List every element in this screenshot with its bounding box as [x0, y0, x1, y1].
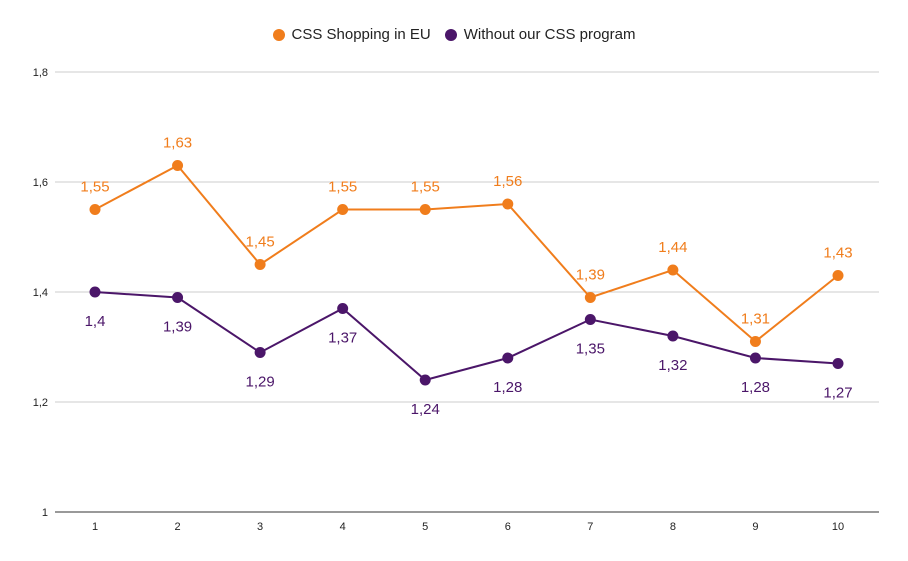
x-tick-label: 9 — [752, 521, 758, 533]
data-label-without-program: 1,24 — [411, 401, 440, 418]
data-point-without-program[interactable] — [337, 303, 349, 314]
data-point-without-program[interactable] — [502, 352, 514, 364]
data-point-css-shopping[interactable] — [89, 204, 101, 215]
data-label-css-shopping: 1,55 — [328, 179, 357, 196]
data-point-css-shopping[interactable] — [172, 160, 184, 171]
data-point-css-shopping[interactable] — [254, 259, 266, 270]
data-label-css-shopping: 1,44 — [658, 239, 687, 256]
series-line-without-program — [94, 291, 839, 382]
legend-label-without-program: Without our CSS program — [463, 26, 636, 43]
x-tick-label: 4 — [340, 521, 346, 533]
x-tick-label: 3 — [257, 521, 263, 533]
data-label-without-program: 1,29 — [246, 374, 275, 391]
data-point-without-program[interactable] — [584, 314, 596, 325]
chart-legend: CSS Shopping in EU Without our CSS progr… — [0, 26, 908, 43]
y-tick-label: 1,2 — [33, 397, 48, 409]
data-label-css-shopping: 1,39 — [576, 267, 605, 284]
data-label-without-program: 1,35 — [576, 341, 605, 358]
data-point-without-program[interactable] — [254, 347, 266, 358]
data-point-without-program[interactable] — [749, 352, 761, 364]
data-point-without-program[interactable] — [832, 358, 844, 369]
y-tick-label: 1,8 — [33, 67, 48, 79]
data-point-without-program[interactable] — [89, 286, 101, 298]
data-point-css-shopping[interactable] — [667, 264, 679, 276]
legend-marker-without-program — [444, 28, 457, 41]
data-label-without-program: 1,27 — [823, 385, 852, 402]
y-tick-label: 1,4 — [33, 287, 48, 299]
data-label-css-shopping: 1,45 — [246, 234, 275, 251]
data-point-css-shopping[interactable] — [419, 204, 431, 215]
y-tick-label: 1,6 — [33, 177, 48, 189]
data-point-without-program[interactable] — [419, 374, 431, 386]
x-tick-label: 8 — [670, 521, 676, 533]
data-point-css-shopping[interactable] — [749, 336, 761, 347]
legend-item-without-program[interactable]: Without our CSS program — [444, 26, 636, 43]
data-label-css-shopping: 1,56 — [493, 173, 522, 190]
legend-label-css-shopping: CSS Shopping in EU — [291, 26, 431, 43]
data-label-without-program: 1,37 — [328, 330, 357, 347]
data-point-css-shopping[interactable] — [502, 198, 514, 210]
data-point-css-shopping[interactable] — [584, 292, 596, 303]
data-label-without-program: 1,28 — [493, 379, 522, 396]
x-tick-label: 2 — [174, 521, 180, 533]
y-tick-label: 1 — [42, 507, 48, 519]
data-label-without-program: 1,4 — [85, 313, 106, 330]
data-label-css-shopping: 1,31 — [741, 311, 770, 328]
data-label-without-program: 1,28 — [741, 379, 770, 396]
x-tick-label: 6 — [505, 521, 511, 533]
data-label-css-shopping: 1,63 — [163, 135, 192, 152]
data-point-css-shopping[interactable] — [337, 204, 349, 215]
legend-marker-css-shopping — [272, 28, 285, 41]
data-point-css-shopping[interactable] — [832, 270, 844, 281]
data-point-without-program[interactable] — [667, 330, 679, 342]
data-label-without-program: 1,32 — [658, 357, 687, 374]
x-tick-label: 10 — [832, 521, 844, 533]
data-label-without-program: 1,39 — [163, 319, 192, 336]
data-label-css-shopping: 1,55 — [80, 179, 109, 196]
x-tick-label: 1 — [92, 521, 98, 533]
data-point-without-program[interactable] — [172, 292, 184, 303]
series-line-css-shopping — [94, 164, 839, 343]
data-label-css-shopping: 1,43 — [823, 245, 852, 262]
legend-item-css-shopping[interactable]: CSS Shopping in EU — [272, 26, 431, 43]
data-label-css-shopping: 1,55 — [411, 179, 440, 196]
x-tick-label: 7 — [587, 521, 593, 533]
x-tick-label: 5 — [422, 521, 428, 533]
